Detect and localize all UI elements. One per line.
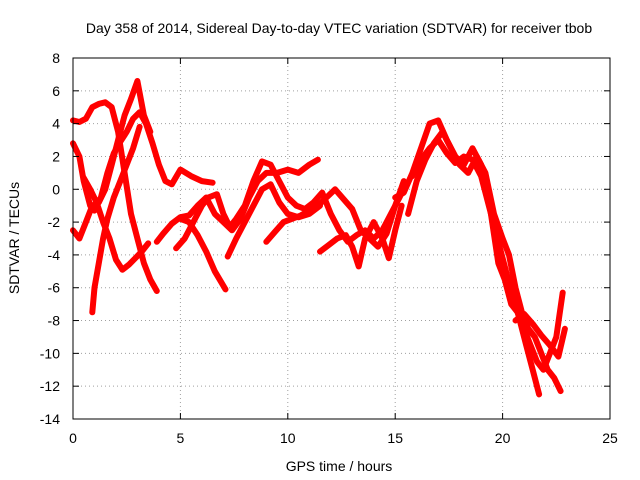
y-tick-label: 2 [52,148,60,164]
y-axis-label: SDTVAR / TECUs [6,182,22,294]
x-tick-label: 5 [177,430,185,446]
y-tick-label: 8 [52,50,60,66]
series-line-arc-4 [89,123,143,316]
x-tick-label: 20 [495,430,511,446]
chart-title: Day 358 of 2014, Sidereal Day-to-day VTE… [86,20,593,36]
y-tick-label: 4 [52,116,60,132]
x-tick-label: 25 [602,430,618,446]
y-tick-label: -8 [48,313,61,329]
x-tick-label: 10 [280,430,296,446]
series-line-arc-11 [317,202,405,270]
axis-ticks: 0 5 10 15 20 25 -14 -12 -10 -8 -6 -4 -2 0 2 4 6 8 [40,50,618,446]
y-tick-label: 6 [52,83,60,99]
y-tick-label: -6 [48,280,61,296]
plot-frame [72,57,611,420]
y-tick-label: -4 [48,247,61,263]
grid-lines [73,58,610,419]
y-tick-label: -2 [48,214,61,230]
series-line-arc-3 [70,109,216,214]
series-line-arc-13 [405,128,564,395]
series-line-arc-15 [512,311,568,360]
series-line-arc-5 [80,174,152,273]
x-axis-label: GPS time / hours [286,458,393,474]
x-tick-label: 0 [69,430,77,446]
y-tick-label: 0 [52,181,60,197]
y-tick-label: -10 [40,345,60,361]
series-line-arc-1 [70,99,160,294]
y-tick-label: -14 [40,411,60,427]
x-tick-label: 15 [387,430,403,446]
series-line-arc-8 [177,215,229,293]
series-group [70,78,568,398]
series-line-arc-14 [409,137,543,398]
y-tick-label: -12 [40,378,60,394]
